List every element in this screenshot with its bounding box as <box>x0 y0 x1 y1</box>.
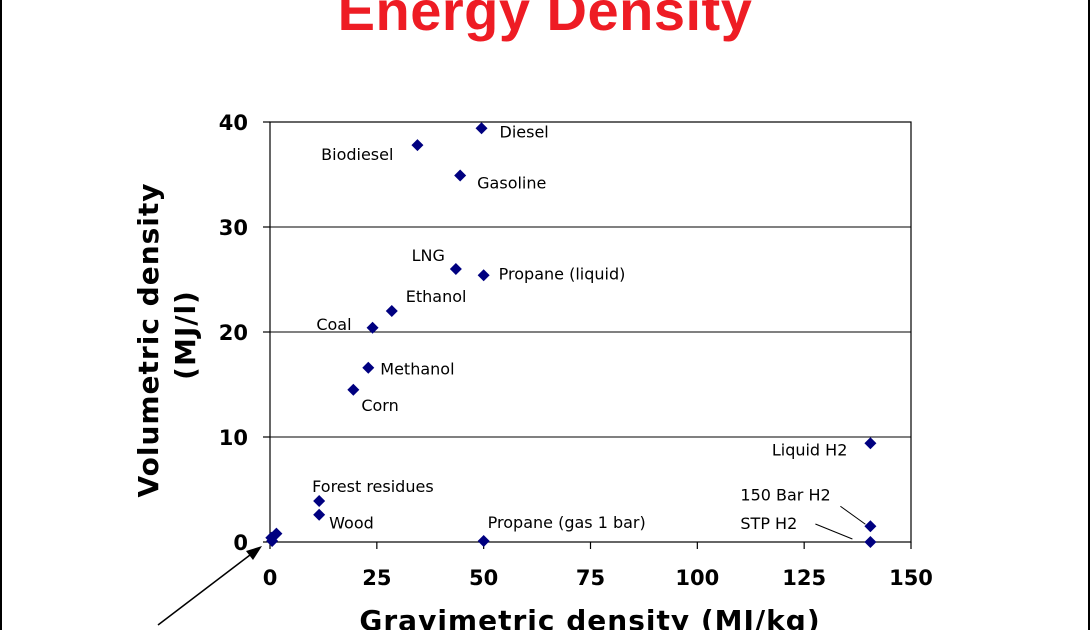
data-point <box>864 536 877 548</box>
point-label: Wood <box>329 514 374 533</box>
x-tick-label: 75 <box>576 566 605 590</box>
data-point <box>411 139 424 152</box>
point-label: Forest residues <box>312 477 434 496</box>
data-point <box>385 305 398 317</box>
point-label: Liquid H2 <box>772 440 848 459</box>
data-point <box>266 534 279 547</box>
y-tick-label: 40 <box>219 111 248 135</box>
point-label: 150 Bar H2 <box>740 485 830 504</box>
slide-border-right <box>1088 0 1090 630</box>
point-label: STP H2 <box>740 514 797 533</box>
x-tick-labels: 0 25 50 75 100 125 150 <box>263 566 933 590</box>
data-point <box>864 437 877 450</box>
data-points <box>265 122 877 548</box>
data-point <box>313 508 326 521</box>
data-point <box>347 383 360 396</box>
point-label: Propane (gas 1 bar) <box>488 513 646 532</box>
x-tick-label: 25 <box>362 566 391 590</box>
point-label: Gasoline <box>477 174 546 193</box>
point-label: Corn <box>361 396 398 415</box>
point-label: Diesel <box>500 122 549 141</box>
axes <box>263 121 912 549</box>
y-tick-label: 30 <box>219 216 248 240</box>
data-point <box>313 495 326 508</box>
data-point <box>362 361 375 374</box>
data-point <box>449 263 462 275</box>
data-point <box>477 534 490 547</box>
data-point <box>864 520 877 533</box>
x-tick-label: 50 <box>469 566 498 590</box>
x-tick-label: 0 <box>263 566 278 590</box>
x-tick-label: 125 <box>782 566 826 590</box>
data-point <box>366 321 379 334</box>
data-point <box>477 269 490 282</box>
leader-line <box>815 523 853 540</box>
point-label: Methanol <box>380 360 454 379</box>
point-label: Coal <box>316 315 351 334</box>
slide-border-left <box>0 0 2 630</box>
chart-title: Energy Density <box>337 0 753 42</box>
point-label: Ethanol <box>406 287 467 306</box>
data-point <box>475 122 488 135</box>
y-axis-title-unit: (MJ/l) <box>169 290 202 380</box>
x-tick-label: 150 <box>889 566 933 590</box>
point-label: LNG <box>412 246 445 265</box>
point-label: Propane (liquid) <box>499 264 626 283</box>
y-tick-label: 0 <box>233 531 248 555</box>
x-tick-label: 100 <box>675 566 719 590</box>
y-axis-title: Volumetric density <box>132 182 165 497</box>
leader-line <box>840 505 866 525</box>
leader-lines <box>815 505 866 540</box>
grid-lines <box>270 226 911 438</box>
point-label: Biodiesel <box>321 145 393 164</box>
y-tick-label: 20 <box>219 321 248 345</box>
x-axis-title: Gravimetric density (MJ/kg) <box>359 604 820 630</box>
y-tick-label: 10 <box>219 426 248 450</box>
y-tick-labels: 0 10 20 30 40 <box>219 111 248 555</box>
origin-arrow <box>157 546 262 626</box>
data-point <box>454 169 467 182</box>
point-labels: Diesel Biodiesel Gasoline LNG Propane (liqui… <box>312 122 847 533</box>
